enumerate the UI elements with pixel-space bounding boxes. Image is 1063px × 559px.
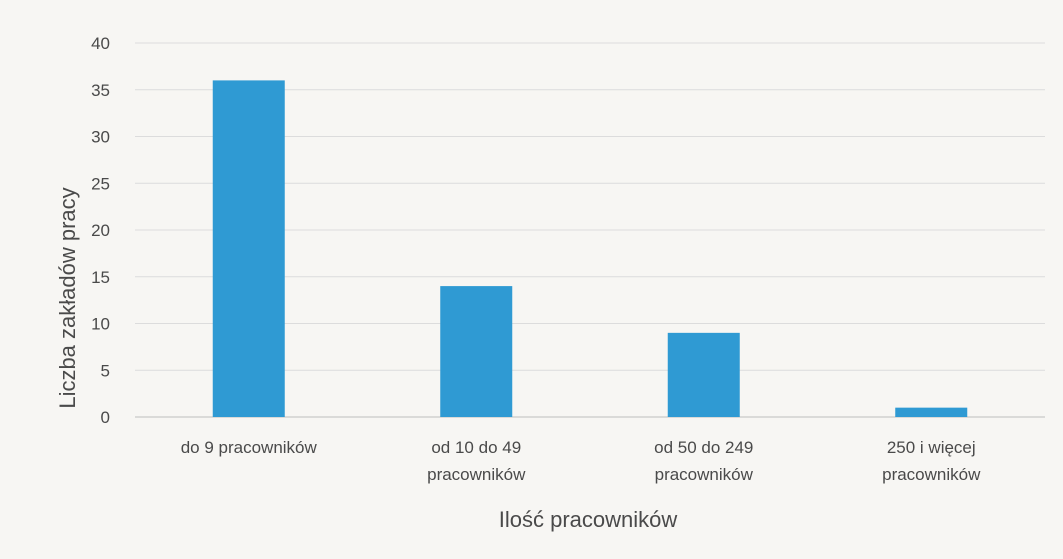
x-category-label-line: 250 i więcej — [887, 438, 976, 457]
bar — [667, 332, 740, 417]
x-category-label: od 50 do 249 pracowników — [654, 438, 753, 484]
bar — [440, 286, 513, 417]
y-tick-label: 5 — [101, 361, 110, 380]
y-tick-label: 25 — [91, 174, 110, 193]
y-axis-title: Liczba zakładów pracy — [55, 187, 80, 408]
bar — [212, 80, 285, 418]
bars — [212, 80, 968, 418]
y-tick-label: 35 — [91, 81, 110, 100]
y-tick-label: 10 — [91, 315, 110, 334]
x-axis-title: Ilość pracowników — [499, 507, 678, 532]
x-category-label-line: od 50 do 249 — [654, 438, 753, 457]
y-tick-label: 15 — [91, 268, 110, 287]
x-category-label: od 10 do 49 pracowników — [427, 438, 526, 484]
x-category-label-line: pracowników — [882, 465, 981, 484]
bar — [895, 407, 968, 417]
grid-lines — [135, 42, 1045, 418]
y-tick-label: 40 — [91, 34, 110, 53]
y-tick-label: 30 — [91, 128, 110, 147]
y-tick-label: 20 — [91, 221, 110, 240]
x-category-label-line: od 10 do 49 — [431, 438, 521, 457]
y-tick-labels: 0 5 10 15 20 25 30 35 40 — [91, 34, 110, 427]
x-category-label: 250 i więcej pracowników — [882, 438, 981, 484]
y-tick-label: 0 — [101, 408, 110, 427]
x-category-label-line: do 9 pracowników — [181, 438, 318, 457]
x-category-label-line: pracowników — [427, 465, 526, 484]
x-category-label-line: pracowników — [655, 465, 754, 484]
x-category-labels: do 9 pracowników od 10 do 49 pracownikówod… — [181, 438, 981, 484]
x-category-label: do 9 pracowników — [181, 438, 318, 457]
